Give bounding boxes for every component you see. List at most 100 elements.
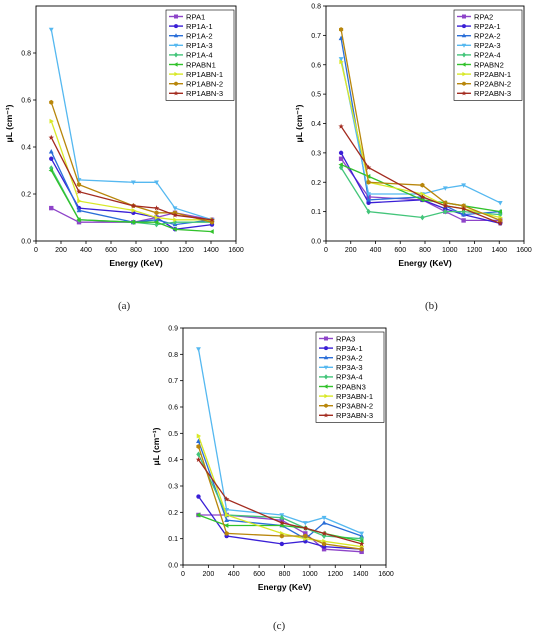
legend-marker [174,71,179,77]
x-tick-label: 200 [55,247,67,254]
series-RP1ABN-3 [48,134,215,223]
data-point [303,533,308,539]
data-point [338,162,343,168]
legend: RPA1RP1A-1RP1A-2RP1A-3RP1A-4RPABN1RP1ABN… [165,9,235,101]
series-line [340,126,501,225]
y-tick-label: 0.4 [311,121,321,128]
data-point [460,205,467,212]
data-point [154,210,159,216]
series-line [340,164,501,213]
legend-label: RP1A-2 [186,32,213,41]
chart-panel-c: 0 200 400 600 800 1000 1200 1400 1600 0.0 0.1 0.2 0.… [151,326,394,593]
y-tick-label: 0.2 [21,192,31,199]
series-line [50,151,213,226]
y-axis-label: μL (cm⁻¹) [294,104,304,142]
data-point [279,533,284,539]
y-tick-label: 0.0 [311,239,321,246]
y-tick-label: 0.9 [168,326,178,333]
data-point [223,496,230,502]
panel-c-caption: (c) [273,620,286,632]
legend-marker [461,43,467,48]
series-line [197,496,362,550]
legend-label: RPABN2 [474,60,504,69]
data-point [339,27,344,32]
data-point [497,220,503,226]
data-point [279,514,285,521]
data-point [48,134,54,140]
legend-marker [323,412,329,418]
data-point [130,219,136,225]
y-tick-label: 0.0 [168,563,178,570]
y-tick-label: 0.3 [168,484,178,491]
data-point [358,541,365,547]
data-point [76,217,81,223]
x-tick-label: 0 [181,571,185,578]
legend-label: RP2A-4 [474,51,501,60]
legend-marker [462,14,466,19]
data-point [224,512,230,518]
y-tick-label: 0.1 [168,536,178,543]
data-point [498,218,503,223]
data-point [172,219,178,226]
x-tick-label: 800 [419,247,431,254]
data-point [338,123,344,129]
data-point [303,531,308,536]
data-point [154,221,159,228]
legend-label: RP2A-3 [474,41,501,50]
data-point [77,198,82,204]
data-point [321,520,327,525]
series-line [50,137,213,221]
y-tick-label: 0.1 [311,209,321,216]
data-point [76,188,82,194]
y-tick-label: 0.5 [168,431,178,438]
data-point [76,182,82,188]
legend-marker [324,403,328,408]
series-RP1ABN-1 [49,118,215,223]
chart-panel-a: 0 200 400 600 800 1000 1200 1400 1600 0.0 0.2 0.4 0.… [4,5,244,268]
series-line [340,29,501,222]
data-point [302,525,309,531]
series-RP3ABN-3 [195,456,365,547]
x-axis-label: Energy (KeV) [398,258,452,268]
x-tick-label: 600 [105,247,117,254]
y-tick-label: 0.6 [168,405,178,412]
legend-marker [173,33,179,38]
legend-label: RP3A-4 [336,373,363,382]
data-point [338,57,344,62]
data-point [172,206,178,211]
data-point [48,149,54,154]
legend-label: RP2A-1 [474,22,501,31]
data-point [153,205,160,211]
data-point [420,191,426,197]
legend-label: RP1ABN-3 [186,89,223,98]
series-line [197,459,362,545]
data-point [224,517,230,522]
data-point [130,202,137,209]
series-RP2ABN-2 [339,27,503,223]
data-point [196,433,202,439]
legend-label: RP3ABN-3 [336,411,373,420]
data-point [49,205,54,211]
y-tick-label: 0.3 [311,150,321,157]
data-point [321,530,327,536]
data-point [48,168,54,173]
legend-marker [324,346,328,351]
series-RP1ABN-2 [49,99,215,225]
data-point [224,507,230,513]
data-point [195,456,202,462]
data-point [209,229,214,235]
x-tick-label: 1200 [178,247,194,254]
data-point [154,215,160,220]
legend-label: RP1A-1 [186,22,213,31]
data-point [76,207,82,213]
legend-marker [462,52,466,58]
series-line [197,446,362,550]
x-tick-label: 1000 [153,247,169,254]
legend-label: RP3ABN-1 [336,392,373,401]
series-RP1A-4 [49,165,215,228]
legend-marker [174,24,178,29]
series-line [50,170,213,233]
data-point [497,209,502,215]
data-point [443,208,448,215]
data-point [321,547,327,552]
